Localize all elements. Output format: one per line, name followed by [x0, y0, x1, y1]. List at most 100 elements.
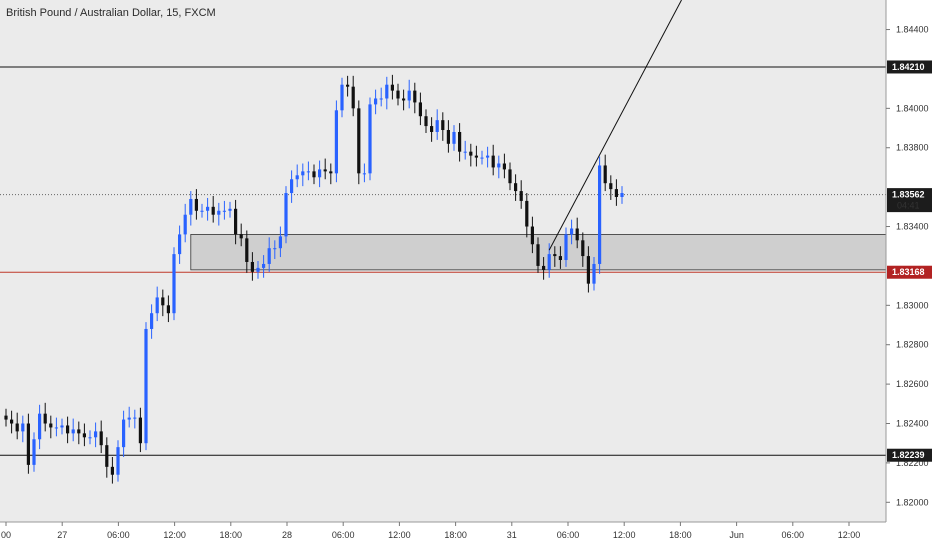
- candle-body: [122, 419, 126, 448]
- chart-title: British Pound / Australian Dollar, 15, F…: [6, 7, 216, 19]
- candle-body: [26, 423, 30, 465]
- time-tick-label: 12:00: [838, 530, 861, 540]
- candle-body: [396, 90, 400, 99]
- candle-body: [189, 198, 193, 215]
- candle-body: [105, 445, 109, 467]
- candle-body: [133, 417, 137, 419]
- candle-body: [502, 163, 506, 170]
- price-tick-label: 1.84000: [896, 103, 929, 113]
- candle-body: [273, 248, 277, 250]
- candle-body: [99, 431, 103, 446]
- candle-body: [256, 267, 260, 272]
- candle-body: [598, 165, 602, 264]
- price-tag-label: 1.82239: [892, 450, 925, 460]
- candle-body: [262, 263, 266, 268]
- candle-body: [435, 120, 439, 132]
- price-tick-label: 1.83000: [896, 300, 929, 310]
- time-tick-label: 06:00: [332, 530, 355, 540]
- candle-body: [620, 193, 624, 197]
- candle-body: [441, 120, 445, 131]
- price-tag-box: [887, 265, 932, 279]
- candle-body: [312, 171, 316, 178]
- candle-body: [469, 151, 473, 156]
- candle-body: [474, 155, 478, 158]
- trendline[interactable]: [548, 0, 682, 251]
- price-tick-label: 1.82000: [896, 497, 929, 507]
- candle-body: [424, 116, 428, 127]
- candle-body: [166, 305, 170, 314]
- candle-body: [88, 437, 92, 439]
- price-tick-label: 1.83800: [896, 143, 929, 153]
- candle-body: [295, 175, 299, 180]
- candle-body: [362, 173, 366, 175]
- candle-body: [94, 431, 98, 438]
- candle-body: [525, 200, 529, 227]
- candle-body: [508, 169, 512, 184]
- price-tag-box: [887, 188, 932, 213]
- candle-body: [60, 425, 64, 428]
- candle-body: [581, 240, 585, 257]
- time-tick-label: 27: [57, 530, 67, 540]
- price-tick-label: 1.82400: [896, 419, 929, 429]
- candle-body: [536, 244, 540, 266]
- candle-body: [491, 155, 495, 168]
- candle-body: [519, 191, 523, 201]
- candle-body: [110, 466, 114, 475]
- candle-body: [418, 102, 422, 117]
- candle-body: [402, 98, 406, 101]
- candle-body: [234, 208, 238, 235]
- candle-body: [284, 193, 288, 237]
- price-tag-label: 1.83168: [892, 267, 925, 277]
- candle-body: [306, 171, 310, 173]
- candle-body: [267, 248, 271, 264]
- candle-body: [43, 413, 47, 424]
- price-tick-label: 1.83400: [896, 222, 929, 232]
- candle-body: [357, 108, 361, 174]
- candle-body: [245, 238, 249, 262]
- candle-body: [390, 84, 394, 91]
- candle-body: [458, 131, 462, 152]
- candle-body: [54, 427, 58, 429]
- candle-body: [66, 425, 70, 434]
- candle-body: [71, 429, 75, 434]
- candle-body: [609, 183, 613, 190]
- candle-body: [407, 90, 411, 101]
- price-tag-label: 1.83562: [892, 190, 925, 200]
- time-tick-label: 28: [282, 530, 292, 540]
- candle-body: [21, 423, 25, 432]
- candle-body: [38, 413, 42, 440]
- candle-body: [480, 157, 484, 159]
- candle-body: [603, 165, 607, 184]
- candle-body: [77, 429, 81, 434]
- time-tick-label: 06:00: [107, 530, 130, 540]
- candle-body: [564, 234, 568, 261]
- candle-body: [430, 126, 434, 132]
- price-tick-label: 1.82600: [896, 379, 929, 389]
- candle-body: [211, 206, 215, 215]
- candle-body: [385, 84, 389, 99]
- price-tag-label: 1.84210: [892, 62, 925, 72]
- time-tick-label: 31: [507, 530, 517, 540]
- candle-body: [340, 84, 344, 111]
- time-tick-label: 12:00: [388, 530, 411, 540]
- price-tick-label: 1.82200: [896, 458, 929, 468]
- time-tick-label: 06:00: [782, 530, 805, 540]
- candle-body: [553, 254, 557, 257]
- time-tick-label: Jun: [729, 530, 744, 540]
- candle-body: [194, 198, 198, 211]
- candle-body: [250, 261, 254, 272]
- time-tick-label: 12:00: [163, 530, 186, 540]
- candle-body: [278, 236, 282, 249]
- candle-body: [10, 419, 14, 424]
- price-tick-label: 1.82800: [896, 340, 929, 350]
- candle-body: [486, 155, 490, 158]
- candle-body: [15, 423, 19, 432]
- candle-body: [4, 415, 8, 420]
- candle-body: [200, 210, 204, 212]
- candle-body: [138, 417, 142, 444]
- candle-body: [346, 84, 350, 87]
- candle-body: [222, 210, 226, 212]
- candle-body: [150, 313, 154, 329]
- candle-body: [497, 163, 501, 168]
